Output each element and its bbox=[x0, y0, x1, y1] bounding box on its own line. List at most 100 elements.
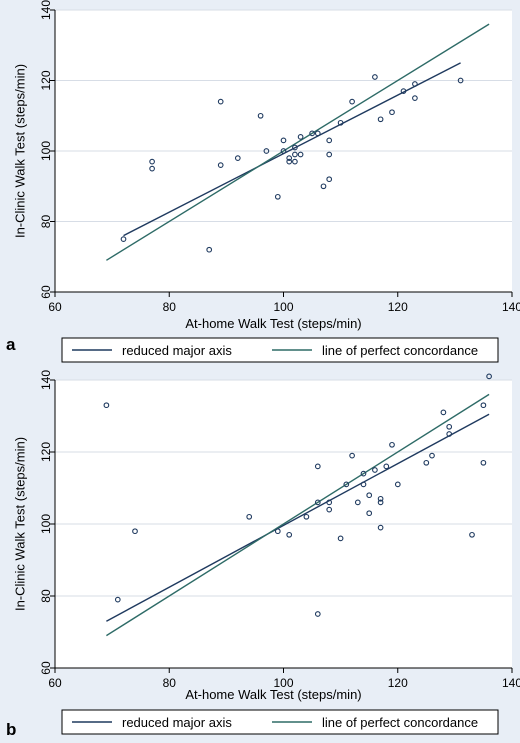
data-point bbox=[377, 116, 384, 123]
data-point bbox=[457, 77, 464, 84]
data-point bbox=[303, 513, 310, 520]
data-point bbox=[120, 236, 127, 242]
data-point bbox=[389, 441, 395, 448]
y-tick-label: 80 bbox=[39, 589, 53, 603]
y-tick-label: 100 bbox=[39, 141, 53, 161]
x-tick-label: 120 bbox=[388, 676, 408, 690]
data-point bbox=[297, 151, 304, 158]
chart-a: 60 80 100 120 140 60 80 100 120 140 At-home Walk T… bbox=[13, 0, 520, 331]
y-tick-label: 80 bbox=[39, 215, 53, 229]
x-tick-label: 120 bbox=[388, 300, 408, 314]
series-line-perfect-concordance bbox=[106, 393, 490, 637]
data-point bbox=[280, 137, 287, 144]
data-point bbox=[412, 81, 418, 87]
data-point bbox=[394, 481, 401, 488]
data-point bbox=[286, 155, 293, 161]
series-line-reduced-major-axis bbox=[106, 413, 490, 622]
data-point bbox=[366, 492, 373, 499]
x-tick-label: 80 bbox=[163, 300, 177, 314]
data-point bbox=[446, 423, 453, 430]
data-point bbox=[206, 246, 213, 253]
x-axis-title: At-home Walk Test (steps/min) bbox=[185, 687, 361, 702]
data-point bbox=[326, 151, 333, 158]
y-axis-title: In-Clinic Walk Test (steps/min) bbox=[13, 64, 28, 238]
data-point bbox=[274, 193, 281, 200]
data-point bbox=[309, 130, 315, 137]
data-point bbox=[360, 481, 367, 488]
data-point bbox=[349, 98, 355, 105]
data-point bbox=[314, 499, 321, 506]
data-point bbox=[292, 144, 298, 151]
y-tick-label: 100 bbox=[39, 514, 53, 534]
data-point bbox=[354, 499, 361, 506]
data-point bbox=[103, 402, 110, 409]
data-point bbox=[377, 495, 384, 502]
data-point bbox=[372, 74, 378, 80]
data-point bbox=[326, 176, 333, 183]
data-point bbox=[314, 611, 321, 617]
y-axis-title: In-Clinic Walk Test (steps/min) bbox=[13, 437, 28, 611]
data-point bbox=[446, 431, 453, 437]
x-axis-title: At-home Walk Test (steps/min) bbox=[185, 316, 361, 331]
x-tick-label: 140 bbox=[502, 676, 520, 690]
data-point bbox=[263, 148, 270, 154]
y-tick-label: 60 bbox=[39, 661, 53, 675]
data-point bbox=[366, 510, 373, 517]
data-point bbox=[400, 88, 407, 94]
y-tick-label: 140 bbox=[39, 370, 53, 390]
data-point bbox=[326, 137, 333, 144]
panel-letter-a: a bbox=[6, 335, 16, 354]
data-point bbox=[274, 528, 281, 535]
data-point bbox=[389, 109, 395, 116]
data-point bbox=[326, 506, 333, 513]
data-point bbox=[377, 499, 384, 506]
data-point bbox=[326, 499, 333, 506]
data-point bbox=[314, 130, 321, 137]
y-tick-label: 60 bbox=[39, 285, 53, 299]
data-point bbox=[337, 535, 344, 542]
data-point bbox=[440, 409, 447, 416]
legend-label-concordance-b: line of perfect concordance bbox=[322, 715, 478, 730]
legend-label-concordance-a: line of perfect concordance bbox=[322, 343, 478, 358]
data-point bbox=[132, 528, 138, 535]
x-tick-label: 60 bbox=[48, 676, 62, 690]
data-point bbox=[480, 402, 487, 409]
data-point bbox=[149, 158, 155, 165]
y-tick-label: 120 bbox=[39, 70, 53, 90]
data-point bbox=[292, 151, 298, 158]
x-tick-label: 80 bbox=[163, 676, 177, 690]
x-tick-label: 140 bbox=[502, 300, 520, 314]
data-point bbox=[469, 531, 475, 538]
series-line-reduced-major-axis bbox=[123, 62, 461, 237]
data-point bbox=[343, 481, 350, 488]
data-point bbox=[480, 459, 487, 466]
data-point bbox=[257, 112, 264, 119]
data-point bbox=[286, 158, 293, 165]
series-line-perfect-concordance bbox=[106, 23, 490, 261]
data-point bbox=[429, 452, 435, 459]
legend-label-rma-b: reduced major axis bbox=[122, 715, 232, 730]
data-point bbox=[246, 513, 253, 520]
data-point bbox=[217, 162, 224, 168]
y-tick-label: 120 bbox=[39, 442, 53, 462]
data-point bbox=[486, 373, 492, 380]
x-tick-label: 100 bbox=[273, 300, 293, 314]
data-point bbox=[286, 531, 293, 538]
data-point bbox=[349, 452, 355, 459]
data-point bbox=[114, 596, 121, 603]
data-point bbox=[337, 119, 344, 126]
y-tick-label: 140 bbox=[39, 0, 53, 20]
data-point bbox=[234, 155, 241, 161]
data-point bbox=[412, 95, 418, 101]
chart-b: 60 80 100 120 140 60 80 100 120 140 At-home Walk T… bbox=[13, 370, 520, 702]
data-point bbox=[217, 98, 224, 105]
data-point bbox=[292, 158, 298, 165]
data-point bbox=[377, 524, 384, 531]
data-point bbox=[314, 463, 321, 470]
data-point bbox=[360, 470, 367, 477]
data-point bbox=[149, 165, 155, 172]
panel-letter-b: b bbox=[6, 720, 16, 739]
data-point bbox=[423, 459, 430, 466]
data-point bbox=[372, 467, 378, 473]
